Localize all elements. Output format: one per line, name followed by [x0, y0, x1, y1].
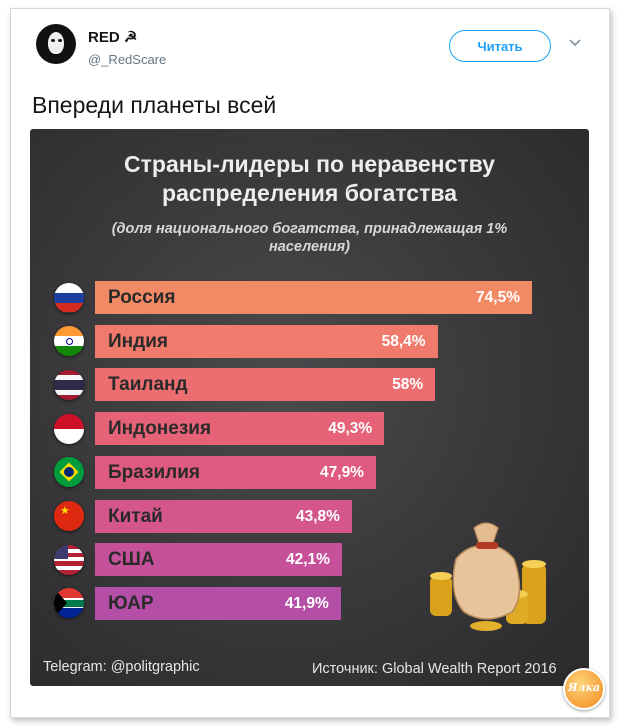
- flag-stripe: [54, 326, 84, 337]
- bar-value-label: 74,5%: [476, 289, 520, 306]
- south-africa-flag-icon: [54, 588, 84, 619]
- bar-value-label: 58%: [392, 376, 424, 394]
- flag-star: ★: [60, 504, 70, 517]
- flag-stripe: [54, 548, 84, 554]
- money-bag-icon: [430, 522, 546, 631]
- infographic-image[interactable]: Страны-лидеры по неравенству распределен…: [30, 129, 589, 686]
- thailand-flag-icon: [54, 369, 84, 400]
- bar-category-label: США: [108, 549, 155, 571]
- flag-stripe: [54, 394, 84, 400]
- flag-stripe: [54, 428, 84, 444]
- brazil-flag-icon: [54, 457, 84, 488]
- bar-category-label: Китай: [108, 505, 163, 527]
- flag-stripe: [54, 561, 84, 566]
- flag-stripe: [54, 282, 84, 293]
- user-name[interactable]: RED ☭: [88, 29, 138, 46]
- flag-stripe: [54, 302, 84, 313]
- bar-value-label: 49,3%: [328, 420, 373, 438]
- bar: Китай 43,8%: [95, 499, 352, 533]
- bar-value-label: 47,9%: [320, 463, 364, 481]
- flag-stripe: [54, 608, 84, 619]
- mask-icon: [48, 32, 64, 54]
- bar-value-label: 58,4%: [381, 332, 426, 350]
- flag-stripe: [54, 598, 84, 601]
- bar: Индонезия 49,3%: [95, 412, 385, 446]
- flag-stripe: [54, 557, 84, 562]
- bar-category-label: Россия: [108, 287, 176, 308]
- watermark-text: Ялка: [567, 681, 601, 694]
- mask-eye-right: [58, 39, 62, 42]
- flag-triangle: [54, 588, 67, 619]
- bar-value-label: 42,1%: [285, 551, 330, 569]
- flag-stripe: [54, 413, 84, 429]
- infographic-title-line1: Страны-лидеры по неравенству: [124, 151, 495, 177]
- bar-value-label: 43,8%: [295, 507, 340, 525]
- footer-source: Источник: Global Wealth Report 2016: [312, 661, 557, 677]
- flag-stripe: [54, 600, 84, 607]
- flag-stripe: [54, 389, 84, 395]
- russia-flag-icon: [54, 282, 84, 313]
- indonesia-flag-icon: [54, 413, 84, 444]
- bar: Индия 58,4%: [95, 324, 438, 358]
- chevron-down-icon[interactable]: [568, 38, 582, 48]
- bar-category-label: Индонезия: [108, 418, 212, 440]
- avatar[interactable]: [36, 24, 76, 64]
- bar-category-label: Таиланд: [108, 374, 188, 396]
- flag-stripe: [54, 369, 84, 375]
- bar-category-label: Индия: [108, 330, 168, 352]
- flag-wheel: [66, 338, 73, 346]
- tweet-text: Впереди планеты всей: [32, 92, 277, 118]
- bar: Бразилия 47,9%: [95, 455, 376, 489]
- infographic-subtitle-line2: населения): [268, 239, 350, 255]
- watermark-logo: Ялка: [563, 668, 605, 710]
- flag-stripe: [54, 379, 84, 390]
- flag-stripe: [54, 588, 84, 599]
- flag-stripe: [54, 565, 84, 570]
- mask-eye-left: [51, 39, 55, 42]
- flag-stripe: [54, 501, 84, 531]
- footer-telegram: Telegram: @politgraphic: [43, 659, 200, 675]
- bar: США 42,1%: [95, 543, 342, 577]
- infographic-title-line2: распределения богатства: [162, 180, 457, 206]
- china-flag-icon: ★: [54, 501, 84, 531]
- flag-stripe: [54, 569, 84, 575]
- usa-flag-icon: [54, 544, 84, 575]
- flag-circle: [64, 467, 74, 478]
- india-flag-icon: [54, 326, 84, 357]
- coin-stacks: [430, 560, 546, 631]
- infographic-subtitle-line1: (доля национального богатства, принадлеж…: [111, 221, 508, 237]
- bar-category-label: ЮАР: [108, 592, 154, 614]
- bar-value-label: 41,9%: [284, 594, 329, 612]
- follow-button[interactable]: Читать: [449, 30, 551, 62]
- flag-stripe: [54, 553, 84, 558]
- flag-stripe: [54, 606, 84, 609]
- user-handle[interactable]: @_RedScare: [88, 52, 167, 67]
- flag-stripe: [54, 374, 84, 380]
- bar-category-label: Бразилия: [108, 461, 201, 483]
- flag-stripe: [54, 544, 84, 549]
- bar: Россия 74,5%: [95, 281, 532, 314]
- bar: ЮАР 41,9%: [95, 586, 341, 620]
- flag-canton: [54, 544, 68, 559]
- flag-stripe: [54, 292, 84, 303]
- flag-stripe: [54, 346, 84, 357]
- bar: Таиланд 58%: [95, 368, 436, 402]
